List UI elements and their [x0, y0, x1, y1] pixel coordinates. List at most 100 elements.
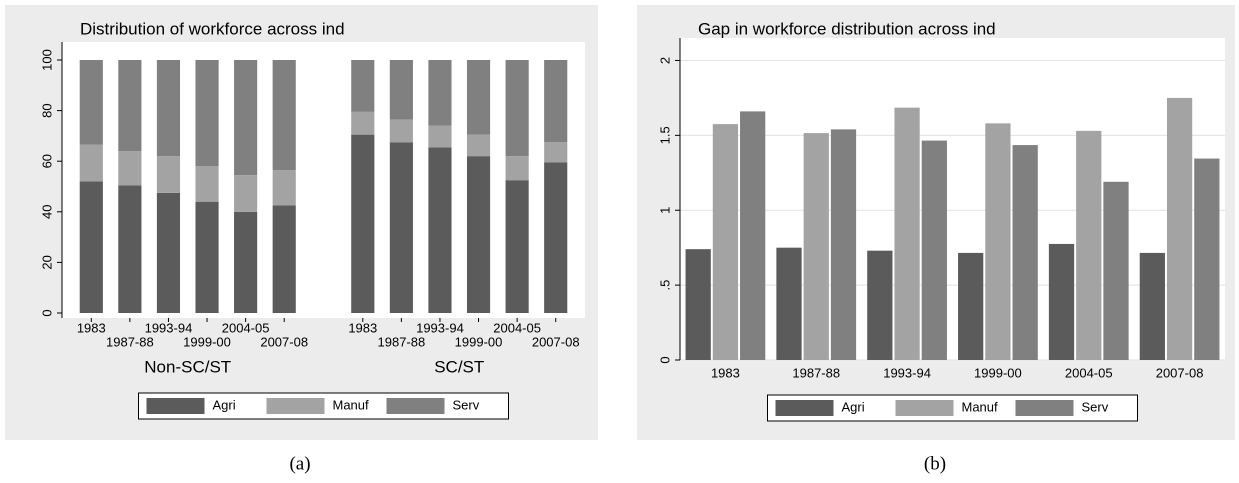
y-tick-label: 80 [39, 103, 54, 117]
y-tick-label: 1.5 [657, 126, 672, 144]
x-tick-label: 1993-94 [145, 320, 193, 335]
y-tick-label: 2 [657, 57, 672, 64]
x-tick-label: 1993-94 [416, 320, 464, 335]
bar-segment [118, 185, 142, 313]
bar [1139, 252, 1165, 360]
legend-label: Manuf [333, 397, 370, 412]
legend-label: Agri [213, 397, 236, 412]
group-label: SC/ST [434, 357, 484, 376]
bar-segment [195, 166, 219, 202]
bar-segment [389, 60, 413, 120]
chart-title: Distribution of workforce across ind [80, 19, 345, 38]
bar [1076, 130, 1102, 360]
plot-area [680, 38, 1225, 360]
legend-swatch [146, 398, 205, 414]
bar [685, 249, 711, 360]
x-tick-label: 1993-94 [883, 365, 931, 380]
y-tick-label: 100 [39, 49, 54, 71]
bar-segment [272, 60, 296, 171]
caption: (a) [289, 453, 310, 474]
x-tick-label: 2007-08 [1156, 365, 1204, 380]
bar-segment [505, 156, 529, 181]
x-tick-label: 2004-05 [1065, 365, 1113, 380]
y-tick-label: 0 [657, 356, 672, 363]
bar [1012, 145, 1038, 360]
bar [740, 111, 766, 360]
legend-label: Manuf [962, 399, 999, 414]
legend-label: Agri [842, 399, 865, 414]
caption: (b) [924, 453, 946, 474]
y-tick-label: 20 [39, 255, 54, 269]
y-tick-label: 40 [39, 205, 54, 219]
bar [985, 123, 1011, 361]
bar-segment [505, 60, 529, 157]
bar [1166, 97, 1193, 360]
bar-segment [156, 60, 181, 157]
legend-swatch [895, 400, 954, 416]
bar-segment [79, 60, 103, 145]
bar-segment [234, 60, 258, 176]
bar-segment [156, 156, 181, 193]
bar-segment [79, 144, 103, 182]
bar-segment [351, 60, 375, 112]
x-tick-label: 1987-88 [106, 334, 154, 349]
bar [958, 252, 984, 360]
bar-segment [466, 134, 491, 157]
x-tick-label: 1999-00 [455, 334, 503, 349]
bar-segment [351, 134, 375, 313]
bar-segment [156, 192, 181, 313]
bar-segment [79, 181, 103, 313]
bar [1103, 181, 1129, 360]
bar-segment [389, 119, 413, 143]
legend-label: Serv [453, 397, 480, 412]
bar-segment [544, 142, 568, 163]
legend-label: Serv [1082, 399, 1109, 414]
y-tick-label: 0 [39, 309, 54, 316]
group-label: Non-SC/ST [144, 357, 231, 376]
bar-segment [544, 60, 568, 143]
bar-segment [195, 201, 219, 313]
bar [803, 133, 829, 360]
bar-segment [272, 170, 296, 206]
bar-segment [428, 60, 452, 126]
bar-segment [505, 180, 529, 313]
bar-segment [118, 151, 142, 186]
bar-segment [234, 175, 258, 212]
x-tick-label: 1987-88 [378, 334, 426, 349]
y-tick-label: .5 [657, 280, 672, 291]
x-tick-label: 1983 [348, 320, 377, 335]
bar-segment [428, 147, 452, 313]
bar [1194, 158, 1220, 360]
x-tick-label: 2004-05 [493, 320, 541, 335]
x-tick-label: 1983 [77, 320, 106, 335]
x-tick-label: 2007-08 [532, 334, 580, 349]
legend-swatch [775, 400, 834, 416]
bar [830, 129, 857, 360]
bar [712, 124, 739, 361]
x-tick-label: 1999-00 [183, 334, 231, 349]
bar-segment [466, 156, 491, 313]
plot-area [62, 42, 585, 318]
bar-segment [544, 162, 568, 313]
x-tick-label: 1983 [711, 365, 740, 380]
bar-segment [234, 211, 258, 313]
bar [1048, 243, 1075, 360]
bar-segment [351, 111, 375, 135]
x-tick-label: 1987-88 [792, 365, 840, 380]
legend-swatch [266, 398, 325, 414]
x-tick-label: 1999-00 [974, 365, 1022, 380]
bar-segment [272, 205, 296, 313]
bar [894, 107, 920, 360]
bar [867, 250, 893, 360]
bar-segment [118, 60, 142, 152]
x-tick-label: 2007-08 [260, 334, 308, 349]
bar-segment [428, 125, 452, 148]
bar-segment [466, 60, 491, 135]
y-tick-label: 1 [657, 207, 672, 214]
bar [921, 140, 947, 360]
x-tick-label: 2004-05 [222, 320, 270, 335]
bar [776, 247, 802, 360]
y-tick-label: 60 [39, 154, 54, 168]
legend-swatch [1015, 400, 1074, 416]
